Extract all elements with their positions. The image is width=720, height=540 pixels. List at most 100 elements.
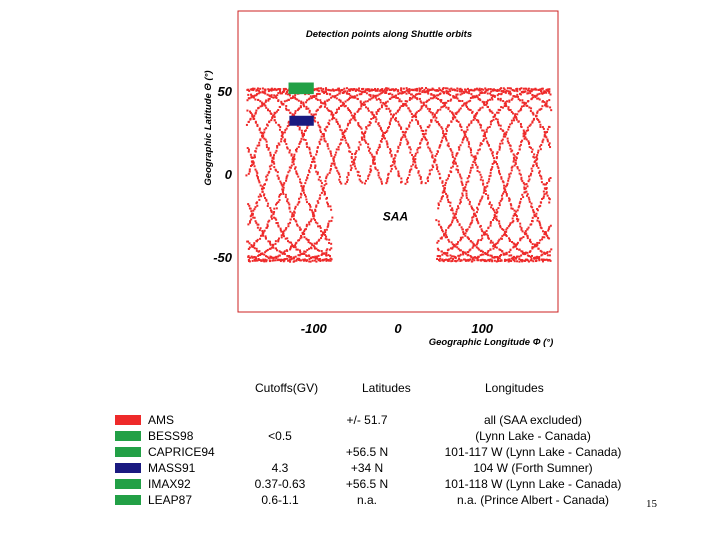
orbit-point: [269, 154, 272, 157]
orbit-point: [481, 100, 484, 103]
orbit-point: [299, 259, 302, 262]
orbit-point: [293, 155, 296, 158]
orbit-point: [361, 90, 364, 93]
orbit-point: [440, 141, 443, 144]
orbit-point: [511, 207, 514, 210]
orbit-point: [314, 209, 317, 212]
orbit-point: [539, 201, 542, 204]
orbit-point: [281, 188, 284, 191]
orbit-point: [360, 127, 363, 130]
orbit-point: [287, 201, 290, 204]
orbit-point: [487, 249, 490, 252]
orbit-point: [469, 171, 472, 174]
orbit-point: [359, 180, 362, 183]
orbit-point: [352, 116, 355, 119]
orbit-point: [488, 175, 491, 178]
orbit-point: [449, 247, 452, 250]
region-mass91: [289, 115, 314, 126]
orbit-point: [431, 164, 434, 167]
orbit-point: [334, 153, 337, 156]
orbit-point: [438, 124, 441, 127]
orbit-point: [260, 187, 263, 190]
orbit-point: [464, 90, 467, 93]
orbit-point: [298, 126, 301, 129]
orbit-point: [526, 194, 529, 197]
orbit-point: [347, 88, 350, 91]
orbit-point: [489, 254, 492, 257]
orbit-point: [266, 248, 269, 251]
orbit-point: [386, 146, 389, 149]
orbit-point: [335, 97, 338, 100]
orbit-point: [349, 94, 352, 97]
orbit-point: [346, 92, 349, 95]
orbit-point: [498, 204, 501, 207]
orbit-point: [363, 138, 366, 141]
orbit-point: [505, 184, 508, 187]
orbit-point: [344, 104, 347, 107]
orbit-point: [354, 151, 357, 154]
orbit-point: [523, 183, 526, 186]
orbit-point: [269, 207, 272, 210]
orbit-point: [523, 102, 526, 105]
orbit-point: [361, 137, 364, 140]
orbit-point: [516, 217, 519, 220]
orbit-point: [275, 149, 278, 152]
orbit-point: [518, 202, 521, 205]
orbit-point: [427, 92, 430, 95]
orbit-point: [452, 162, 455, 165]
orbit-point: [486, 140, 489, 143]
orbit-point: [445, 258, 448, 261]
orbit-point: [422, 135, 425, 138]
orbit-point: [305, 259, 308, 262]
orbit-point: [545, 103, 548, 106]
orbit-point: [266, 93, 269, 96]
orbit-point: [251, 160, 254, 163]
orbit-point: [541, 236, 544, 239]
orbit-point: [502, 228, 505, 231]
orbit-point: [372, 159, 375, 162]
orbit-point: [263, 260, 266, 263]
orbit-point: [273, 154, 276, 157]
orbit-point: [496, 120, 499, 123]
orbit-point: [464, 234, 467, 237]
orbit-point: [452, 113, 455, 116]
orbit-point: [512, 255, 515, 258]
orbit-point: [443, 101, 446, 104]
orbit-point: [360, 93, 363, 96]
orbit-point: [294, 255, 297, 258]
orbit-point: [341, 131, 344, 134]
orbit-point: [350, 155, 353, 158]
orbit-point: [361, 103, 364, 106]
orbit-point: [255, 239, 258, 242]
orbit-point: [310, 246, 313, 249]
orbit-point: [488, 260, 491, 263]
orbit-point: [443, 233, 446, 236]
orbit-point: [532, 88, 535, 91]
orbit-point: [379, 128, 382, 131]
orbit-point: [483, 101, 486, 104]
orbit-point: [456, 119, 459, 122]
orbit-point: [350, 111, 353, 114]
orbit-point: [513, 164, 516, 167]
orbit-point: [409, 110, 412, 113]
orbit-point: [395, 119, 398, 122]
orbit-point: [497, 98, 500, 101]
orbit-point: [266, 225, 269, 228]
orbit-point: [313, 214, 316, 217]
orbit-point: [247, 203, 250, 206]
orbit-point: [465, 130, 468, 133]
orbit-point: [249, 207, 252, 210]
latitude-value: +56.5 N: [345, 445, 389, 459]
orbit-point: [265, 140, 268, 143]
orbit-point: [464, 232, 467, 235]
orbit-point: [526, 254, 529, 257]
orbit-point: [295, 248, 298, 251]
orbit-point: [360, 105, 363, 108]
orbit-point: [497, 122, 500, 125]
orbit-point: [487, 194, 490, 197]
orbit-point: [537, 247, 540, 250]
orbit-point: [538, 170, 541, 173]
orbit-point: [464, 135, 467, 138]
orbit-point: [248, 89, 251, 92]
orbit-point: [284, 138, 287, 141]
